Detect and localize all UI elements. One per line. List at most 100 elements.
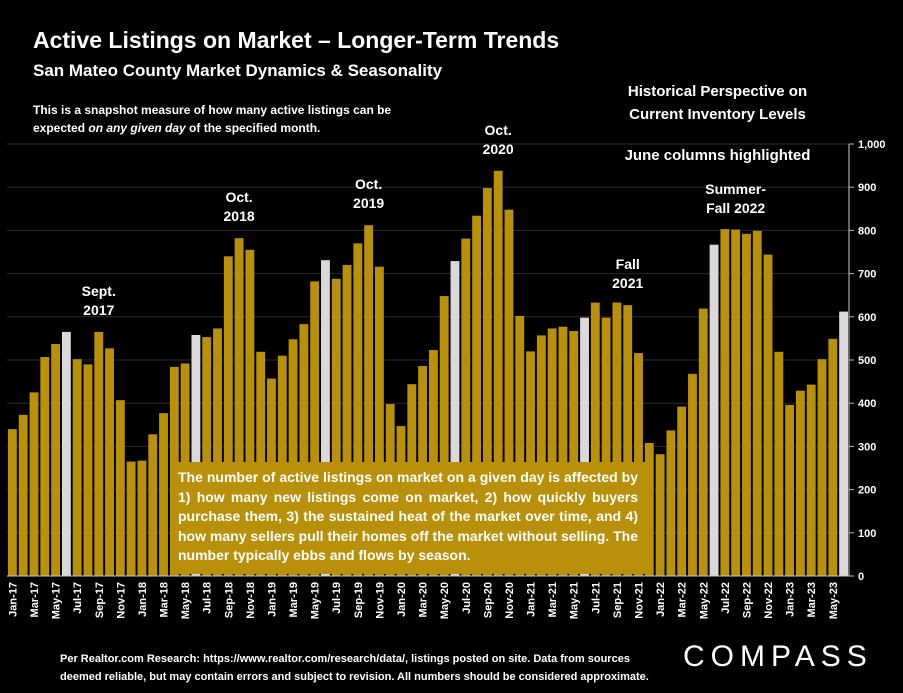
bar — [148, 434, 158, 576]
compass-logo: COMPASS — [683, 640, 873, 673]
explanation-callout: The number of active listings on market … — [170, 462, 646, 574]
bar — [828, 338, 838, 576]
x-tick-label: May-17 — [51, 582, 63, 619]
x-tick-label: Mar-21 — [547, 582, 559, 617]
x-tick-label: Jan-20 — [396, 582, 408, 617]
source-line-2: deemed reliable, but may contain errors … — [60, 671, 649, 683]
bar — [29, 392, 39, 576]
bar-june-highlight — [580, 317, 589, 576]
perspective-line-2: Current Inventory Levels — [629, 106, 806, 123]
bar — [547, 328, 557, 576]
x-tick-label: May-23 — [828, 582, 840, 619]
x-tick-label: Sep-18 — [223, 582, 235, 618]
bar — [115, 400, 125, 576]
bar — [774, 351, 784, 576]
x-tick-label: May-21 — [569, 582, 581, 619]
y-tick-label: 1,000 — [858, 139, 886, 151]
bar — [94, 331, 104, 576]
x-tick-label: May-19 — [310, 582, 322, 619]
bar — [569, 331, 579, 576]
note-text-start: This is a snapshot measure of how many a… — [33, 103, 392, 135]
annotation-line-1: Oct. — [355, 176, 383, 193]
peak-annotation: Sept. 2017 — [82, 282, 116, 320]
x-tick-label: Sep-20 — [482, 582, 494, 618]
bar-june-highlight — [709, 244, 719, 576]
x-tick-label: Jan-22 — [655, 582, 667, 617]
x-tick-label: Nov-20 — [504, 582, 516, 619]
y-tick-label: 400 — [858, 398, 876, 410]
x-tick-label: Sep-19 — [353, 582, 365, 618]
annotation-line-1: Summer- — [705, 180, 766, 197]
bar — [472, 215, 482, 576]
bar — [223, 256, 233, 576]
bar — [288, 339, 298, 576]
source-line-1: Per Realtor.com Research: https://www.re… — [60, 653, 630, 665]
bar — [785, 404, 795, 576]
bar — [72, 359, 82, 576]
bar — [40, 356, 50, 576]
x-tick-label: Mar-18 — [159, 582, 171, 617]
peak-annotation: Oct. 2020 — [483, 121, 514, 159]
bar-june-highlight — [450, 261, 460, 576]
bar — [806, 384, 816, 576]
bar — [795, 390, 805, 576]
y-tick-label: 900 — [858, 182, 876, 194]
x-tick-label: May-18 — [180, 582, 192, 619]
x-tick-label: Jul-20 — [461, 582, 473, 614]
bar — [364, 225, 374, 576]
x-tick-label: Nov-22 — [763, 582, 775, 619]
bar — [137, 460, 147, 576]
note-text-end: of the specified month. — [185, 121, 321, 135]
x-tick-label: May-22 — [698, 582, 710, 619]
x-tick-label: Mar-23 — [806, 582, 818, 617]
x-tick-label: Jan-18 — [137, 582, 149, 617]
bar — [612, 302, 622, 576]
y-tick-label: 300 — [858, 441, 876, 453]
annotation-line-1: Sept. — [81, 282, 116, 299]
bar — [666, 430, 676, 576]
bar-june-highlight — [61, 331, 71, 576]
annotation-line-2: 2021 — [612, 275, 644, 292]
june-highlight-note: June columns highlighted — [624, 147, 811, 164]
x-tick-label: Jul-21 — [590, 582, 602, 614]
bar — [342, 264, 352, 576]
bar — [83, 364, 93, 576]
source-note: Per Realtor.com Research: https://www.re… — [60, 650, 650, 686]
annotation-line-1: Oct. — [225, 189, 253, 206]
annotation-line-1: Fall — [615, 256, 640, 273]
x-tick-label: Nov-17 — [115, 582, 127, 619]
perspective-line-1: Historical Perspective on — [627, 83, 808, 100]
bar — [18, 414, 28, 576]
snapshot-note: This is a snapshot measure of how many a… — [33, 101, 413, 137]
bar — [688, 373, 697, 576]
note-emphasis: on any given day — [88, 121, 186, 135]
bar — [655, 454, 665, 576]
x-tick-label: Mar-19 — [288, 582, 300, 617]
x-tick-label: Jul-17 — [72, 582, 84, 614]
annotation-line-2: 2020 — [482, 140, 514, 157]
x-tick-label: Jan-17 — [7, 582, 19, 617]
bar — [331, 278, 341, 576]
x-tick-label: Nov-21 — [634, 582, 646, 619]
bar — [105, 348, 114, 576]
x-tick-label: Jan-21 — [526, 582, 538, 617]
bar — [536, 335, 546, 576]
bar — [202, 337, 212, 576]
bar — [644, 442, 654, 576]
historical-perspective-note: Historical Perspective on Current Invent… — [600, 80, 835, 126]
bar — [504, 209, 514, 576]
bar — [245, 249, 255, 576]
y-tick-label: 0 — [858, 571, 864, 583]
bar — [698, 308, 708, 576]
bar-june-highlight — [191, 334, 201, 576]
x-tick-label: Mar-20 — [418, 582, 430, 617]
x-tick-label: Nov-18 — [245, 582, 257, 619]
x-tick-label: Mar-17 — [29, 582, 41, 617]
annotation-line-2: 2017 — [83, 301, 115, 318]
chart-title: Active Listings on Market – Longer-Term … — [33, 27, 560, 53]
annotation-line-1: Oct. — [484, 121, 512, 138]
bar — [515, 315, 525, 576]
bar — [51, 344, 61, 576]
y-tick-label: 700 — [858, 269, 876, 281]
